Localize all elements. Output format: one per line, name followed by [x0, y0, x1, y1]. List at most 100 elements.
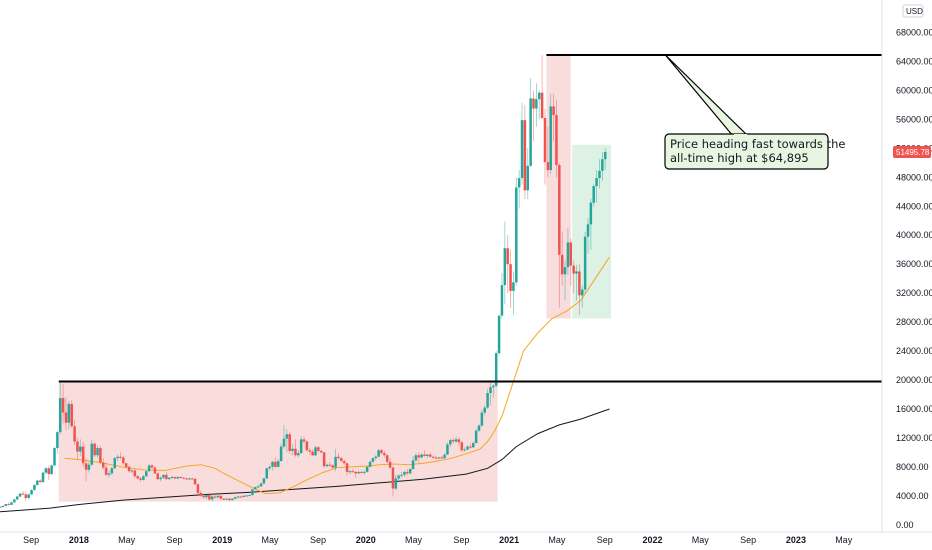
candle-body — [211, 496, 214, 500]
candle — [423, 450, 426, 457]
last-price-marker: 51495.78 — [893, 146, 931, 158]
candle-body — [153, 467, 157, 474]
candle-body — [526, 165, 530, 191]
candle-body — [460, 442, 464, 451]
candle — [535, 83, 538, 127]
candle — [216, 495, 220, 498]
candle — [64, 397, 68, 431]
candle-body — [566, 242, 570, 268]
candle-body — [552, 106, 555, 116]
candle-body — [18, 493, 22, 497]
candle — [520, 102, 524, 185]
candle-body — [262, 478, 266, 484]
candle — [153, 466, 157, 475]
candle — [374, 455, 377, 461]
price-scale[interactable]: 0.00 4000.00 8000.00 12000.00 16000.00 20000.… — [896, 28, 932, 530]
candle-body — [319, 450, 323, 453]
candle-body — [142, 476, 145, 480]
candle-body — [414, 455, 418, 461]
candle-body — [213, 496, 217, 498]
candle — [24, 491, 28, 501]
candle-body — [578, 271, 581, 296]
candle — [469, 443, 472, 449]
candle-body — [560, 254, 564, 275]
time-tick-label: Sep — [453, 535, 469, 545]
candle-body — [30, 490, 33, 495]
candle-body — [383, 453, 386, 456]
price-tick-label: 56000.00 — [896, 114, 932, 124]
candle-body — [44, 468, 48, 473]
candle-body — [254, 487, 257, 490]
candle — [136, 474, 139, 480]
candle — [351, 469, 355, 473]
candle — [337, 453, 340, 460]
candle — [434, 456, 438, 460]
time-tick-label: 2021 — [499, 535, 519, 545]
candle-body — [394, 478, 398, 489]
candle — [314, 445, 317, 456]
candle-body — [0, 506, 2, 508]
candle-body — [357, 471, 360, 474]
candle — [601, 152, 604, 181]
candle — [79, 439, 82, 456]
candle-body — [437, 457, 441, 459]
candle — [328, 461, 332, 467]
price-tick-label: 28000.00 — [896, 317, 932, 327]
candle — [33, 484, 36, 491]
candle-body — [388, 461, 392, 468]
candle — [581, 285, 584, 308]
candle-body — [208, 495, 211, 500]
candle — [145, 470, 148, 477]
time-scale[interactable]: Sep 2018 May Sep 2019 May Sep 2020 May Sep 2021 May… — [23, 535, 853, 545]
candle — [497, 315, 501, 356]
candle — [291, 444, 294, 456]
candle — [317, 445, 320, 453]
candle — [443, 453, 446, 459]
candle — [414, 453, 418, 462]
candle — [325, 463, 329, 468]
candle — [205, 494, 208, 500]
currency-label: USD — [906, 7, 923, 16]
candle-body — [294, 448, 297, 456]
candle — [486, 388, 489, 409]
candle-body — [27, 494, 30, 498]
candle-body — [449, 440, 452, 445]
candle-body — [47, 468, 51, 475]
price-tick-label: 68000.00 — [896, 28, 932, 38]
candle-body — [102, 462, 105, 468]
time-tick-label: May — [118, 535, 136, 545]
candle-body — [199, 492, 203, 496]
candle-body — [469, 446, 472, 448]
candle-body — [583, 236, 587, 290]
candle — [454, 436, 458, 443]
candle — [560, 231, 564, 286]
candle-body — [517, 178, 521, 188]
candle-body — [53, 448, 56, 466]
candle-body — [354, 471, 357, 474]
candle-body — [268, 466, 271, 469]
candle-body — [523, 120, 527, 191]
candle — [558, 162, 561, 308]
candle — [388, 458, 392, 470]
callout: Price heading fast towards the all-time … — [664, 54, 845, 170]
candle-body — [451, 440, 455, 442]
candle-body — [285, 434, 289, 439]
candle — [225, 497, 228, 501]
candle-body — [113, 458, 116, 469]
candle — [256, 484, 260, 489]
candle-body — [311, 451, 314, 456]
candle — [1, 505, 5, 508]
candle-body — [555, 115, 558, 166]
candle-body — [305, 441, 309, 451]
candle — [288, 432, 291, 454]
candle — [466, 445, 469, 451]
candle-body — [36, 480, 39, 485]
candle — [124, 462, 128, 469]
candle — [417, 452, 421, 464]
candle-body — [182, 477, 185, 479]
candle — [294, 439, 297, 457]
candle-body — [558, 165, 561, 255]
candle — [394, 474, 398, 491]
currency-badge[interactable]: USD — [902, 4, 924, 18]
price-tick-label: 0.00 — [896, 520, 914, 530]
